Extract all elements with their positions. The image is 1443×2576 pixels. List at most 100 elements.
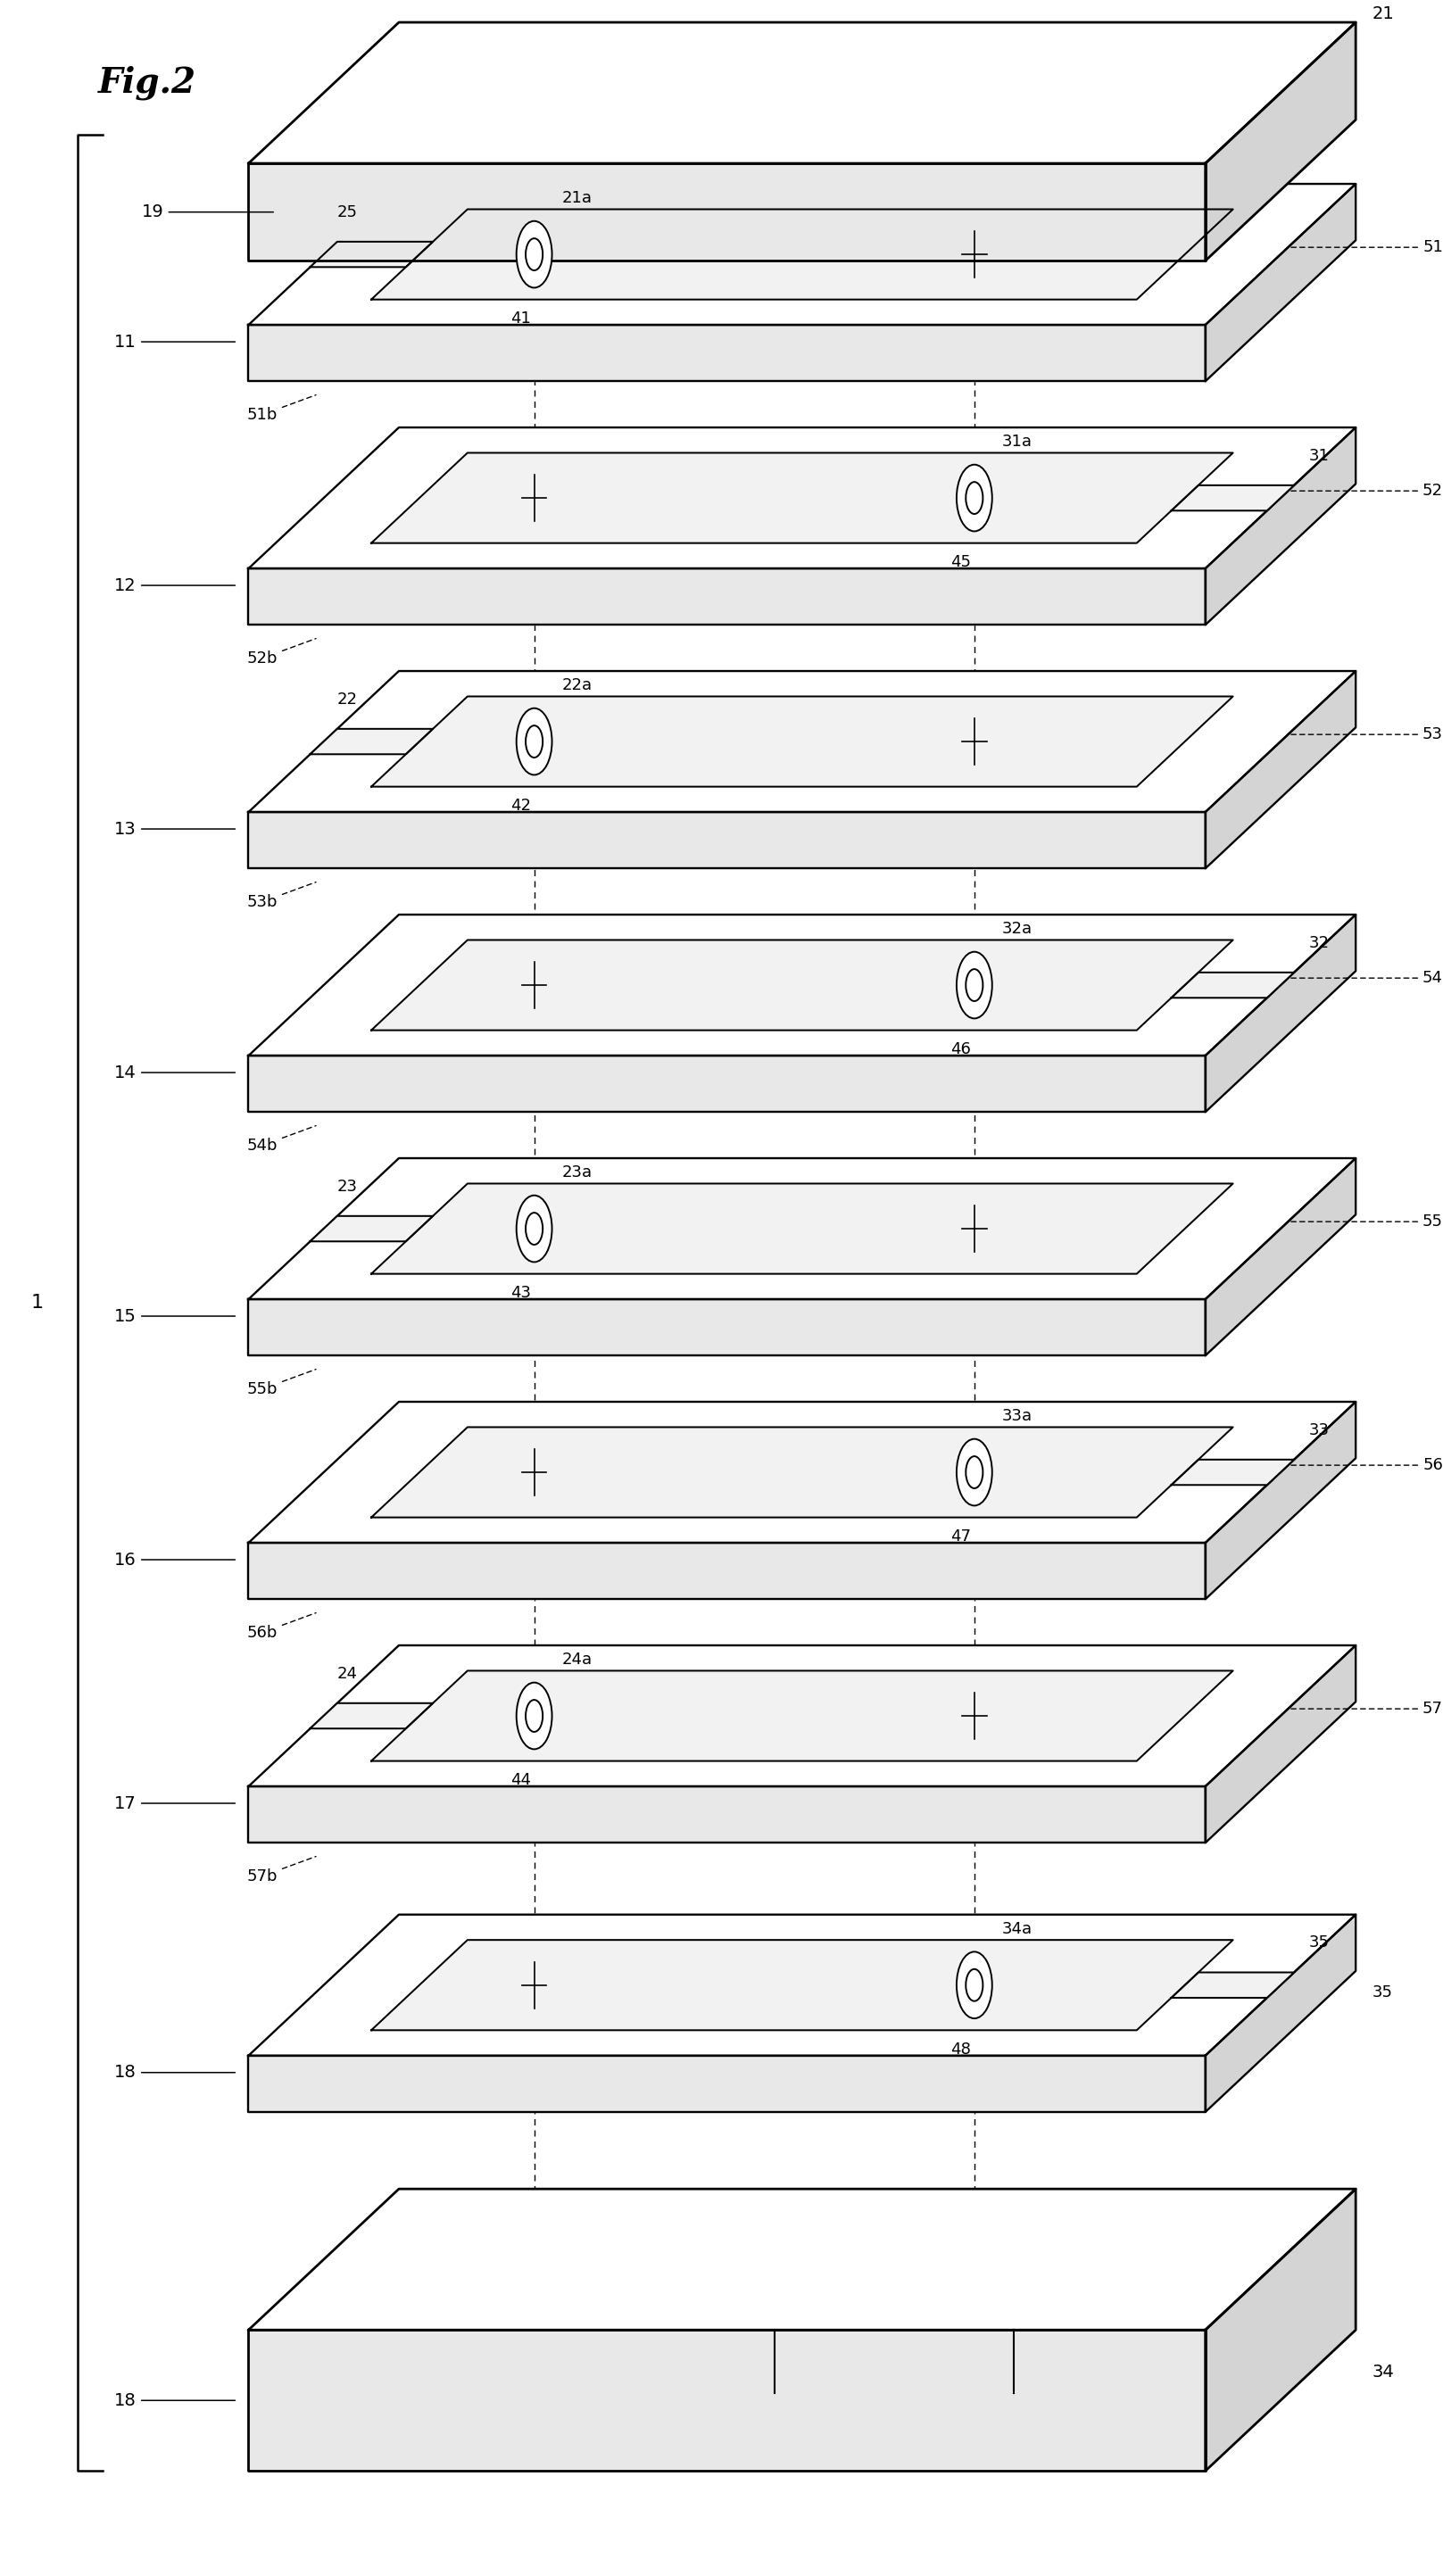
Text: 35: 35 (1372, 1984, 1392, 1999)
Text: 52b: 52b (247, 639, 316, 667)
Polygon shape (248, 811, 1205, 868)
Polygon shape (1205, 183, 1356, 381)
Text: 18: 18 (114, 2063, 235, 2081)
Polygon shape (371, 1672, 1232, 1762)
Polygon shape (1172, 971, 1294, 997)
Text: 17: 17 (114, 1795, 235, 1811)
Polygon shape (248, 670, 1356, 811)
Polygon shape (248, 1785, 1205, 1842)
Circle shape (957, 1440, 993, 1504)
Polygon shape (1205, 914, 1356, 1113)
Text: 13: 13 (114, 822, 235, 837)
Circle shape (965, 1968, 983, 2002)
Polygon shape (371, 453, 1232, 544)
Polygon shape (1205, 1401, 1356, 1600)
Text: 52a: 52a (1290, 482, 1443, 500)
Text: 33: 33 (1309, 1422, 1330, 1437)
Circle shape (517, 1195, 553, 1262)
Polygon shape (248, 2190, 1356, 2329)
Text: 45: 45 (951, 554, 971, 569)
Text: 24a: 24a (561, 1651, 592, 1667)
Polygon shape (248, 914, 1356, 1056)
Text: 1: 1 (30, 1293, 43, 1311)
Polygon shape (1205, 1646, 1356, 1842)
Circle shape (957, 1953, 993, 2020)
Text: 32a: 32a (1001, 920, 1032, 938)
Text: 41: 41 (511, 312, 531, 327)
Text: 47: 47 (951, 1528, 971, 1546)
Polygon shape (248, 1298, 1205, 1355)
Text: 24: 24 (338, 1667, 358, 1682)
Polygon shape (1172, 1461, 1294, 1484)
Polygon shape (248, 183, 1356, 325)
Text: 12: 12 (114, 577, 235, 595)
Polygon shape (248, 1401, 1356, 1543)
Polygon shape (1205, 23, 1356, 260)
Circle shape (957, 951, 993, 1018)
Polygon shape (248, 2329, 1205, 2470)
Polygon shape (310, 1703, 433, 1728)
Circle shape (525, 240, 543, 270)
Polygon shape (310, 1216, 433, 1242)
Text: 48: 48 (951, 2040, 971, 2058)
Polygon shape (1205, 1159, 1356, 1355)
Text: 44: 44 (511, 1772, 531, 1788)
Text: 31a: 31a (1001, 433, 1032, 451)
Text: Fig.2: Fig.2 (98, 67, 196, 100)
Polygon shape (1205, 428, 1356, 626)
Circle shape (965, 1455, 983, 1489)
Circle shape (525, 1700, 543, 1731)
Polygon shape (248, 1646, 1356, 1785)
Polygon shape (1205, 1914, 1356, 2112)
Text: 16: 16 (114, 1551, 235, 1569)
Text: 34a: 34a (1001, 1922, 1032, 1937)
Text: 57a: 57a (1290, 1700, 1443, 1716)
Text: 21a: 21a (561, 191, 592, 206)
Polygon shape (1172, 484, 1294, 510)
Polygon shape (248, 569, 1205, 626)
Text: 43: 43 (511, 1285, 531, 1301)
Text: 22a: 22a (561, 677, 592, 693)
Text: 42: 42 (511, 799, 531, 814)
Circle shape (517, 1682, 553, 1749)
Text: 25: 25 (338, 204, 358, 219)
Text: 23: 23 (338, 1177, 358, 1195)
Text: 46: 46 (951, 1041, 971, 1056)
Text: 53b: 53b (247, 881, 316, 909)
Polygon shape (248, 1543, 1205, 1600)
Text: 34: 34 (1372, 2365, 1394, 2380)
Text: 19: 19 (141, 204, 273, 222)
Circle shape (965, 969, 983, 1002)
Polygon shape (248, 1159, 1356, 1298)
Text: 22: 22 (338, 690, 358, 708)
Circle shape (517, 222, 553, 289)
Polygon shape (1172, 1973, 1294, 1999)
Polygon shape (371, 1940, 1232, 2030)
Text: 21: 21 (1372, 5, 1394, 23)
Circle shape (525, 1213, 543, 1244)
Circle shape (957, 464, 993, 531)
Text: 51b: 51b (247, 394, 316, 422)
Polygon shape (248, 23, 1356, 162)
Polygon shape (310, 242, 433, 268)
Text: 51a: 51a (1290, 240, 1443, 255)
Text: 32: 32 (1309, 935, 1330, 951)
Polygon shape (248, 325, 1205, 381)
Polygon shape (371, 696, 1232, 786)
Text: 56b: 56b (247, 1613, 316, 1641)
Text: 14: 14 (114, 1064, 235, 1082)
Polygon shape (248, 162, 1205, 260)
Polygon shape (371, 940, 1232, 1030)
Text: 55b: 55b (247, 1370, 316, 1396)
Text: 23a: 23a (561, 1164, 592, 1180)
Text: 56a: 56a (1290, 1458, 1443, 1473)
Text: 33a: 33a (1001, 1409, 1032, 1425)
Text: 35: 35 (1309, 1935, 1330, 1950)
Polygon shape (248, 1056, 1205, 1113)
Polygon shape (310, 729, 433, 755)
Text: 57b: 57b (247, 1857, 316, 1883)
Polygon shape (1205, 2190, 1356, 2470)
Text: 55a: 55a (1290, 1213, 1443, 1229)
Text: 18: 18 (114, 2393, 235, 2409)
Polygon shape (248, 2056, 1205, 2112)
